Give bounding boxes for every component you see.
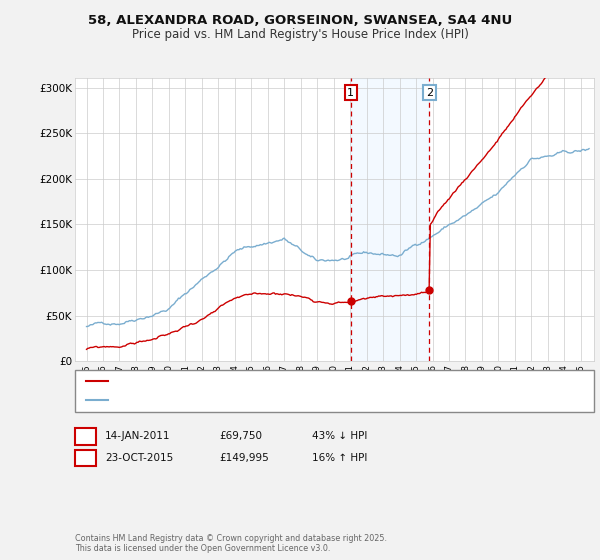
Text: 14-JAN-2011: 14-JAN-2011 — [105, 431, 170, 441]
Text: 1: 1 — [82, 431, 89, 441]
Text: £149,995: £149,995 — [219, 452, 269, 463]
Bar — [351, 78, 430, 361]
Text: 16% ↑ HPI: 16% ↑ HPI — [312, 452, 367, 463]
Text: Price paid vs. HM Land Registry's House Price Index (HPI): Price paid vs. HM Land Registry's House … — [131, 28, 469, 41]
Text: 43% ↓ HPI: 43% ↓ HPI — [312, 431, 367, 441]
Text: 2: 2 — [426, 87, 433, 97]
Text: HPI: Average price, semi-detached house, Swansea: HPI: Average price, semi-detached house,… — [113, 395, 358, 404]
Text: 1: 1 — [347, 87, 355, 97]
Text: 58, ALEXANDRA ROAD, GORSEINON, SWANSEA, SA4 4NU (semi-detached house): 58, ALEXANDRA ROAD, GORSEINON, SWANSEA, … — [113, 377, 496, 386]
Text: £69,750: £69,750 — [219, 431, 262, 441]
Text: 23-OCT-2015: 23-OCT-2015 — [105, 452, 173, 463]
Text: 2: 2 — [82, 452, 89, 463]
Text: Contains HM Land Registry data © Crown copyright and database right 2025.
This d: Contains HM Land Registry data © Crown c… — [75, 534, 387, 553]
Text: 58, ALEXANDRA ROAD, GORSEINON, SWANSEA, SA4 4NU: 58, ALEXANDRA ROAD, GORSEINON, SWANSEA, … — [88, 14, 512, 27]
